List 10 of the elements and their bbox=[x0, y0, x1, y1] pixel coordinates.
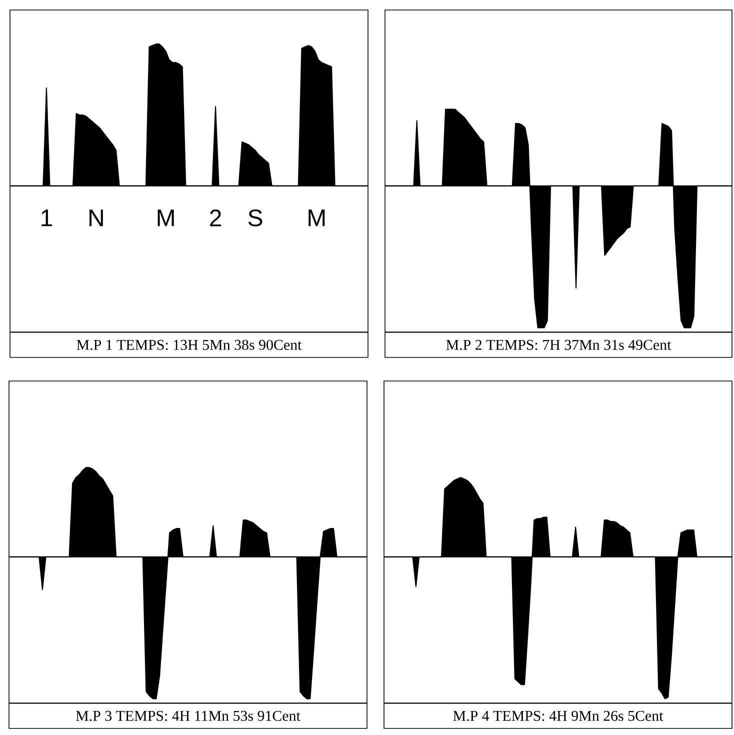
text: 1 bbox=[42, 210, 52, 226]
text: 2 bbox=[210, 210, 221, 226]
text: M bbox=[308, 210, 325, 226]
text: S bbox=[248, 209, 262, 226]
text: M bbox=[158, 210, 174, 226]
text: N bbox=[90, 210, 103, 226]
text: M.P 2 TEMPS: 7H 37Mn 31s 49Cent bbox=[446, 340, 672, 350]
text: M.P 3 TEMPS: 4H 11Mn 53s 91Cent bbox=[76, 710, 300, 721]
text: M.P 1 TEMPS: 13H 5Mn 38s 90Cent bbox=[76, 340, 302, 350]
text: M.P 4 TEMPS: 4H 9Mn 26s 5Cent bbox=[453, 710, 664, 721]
